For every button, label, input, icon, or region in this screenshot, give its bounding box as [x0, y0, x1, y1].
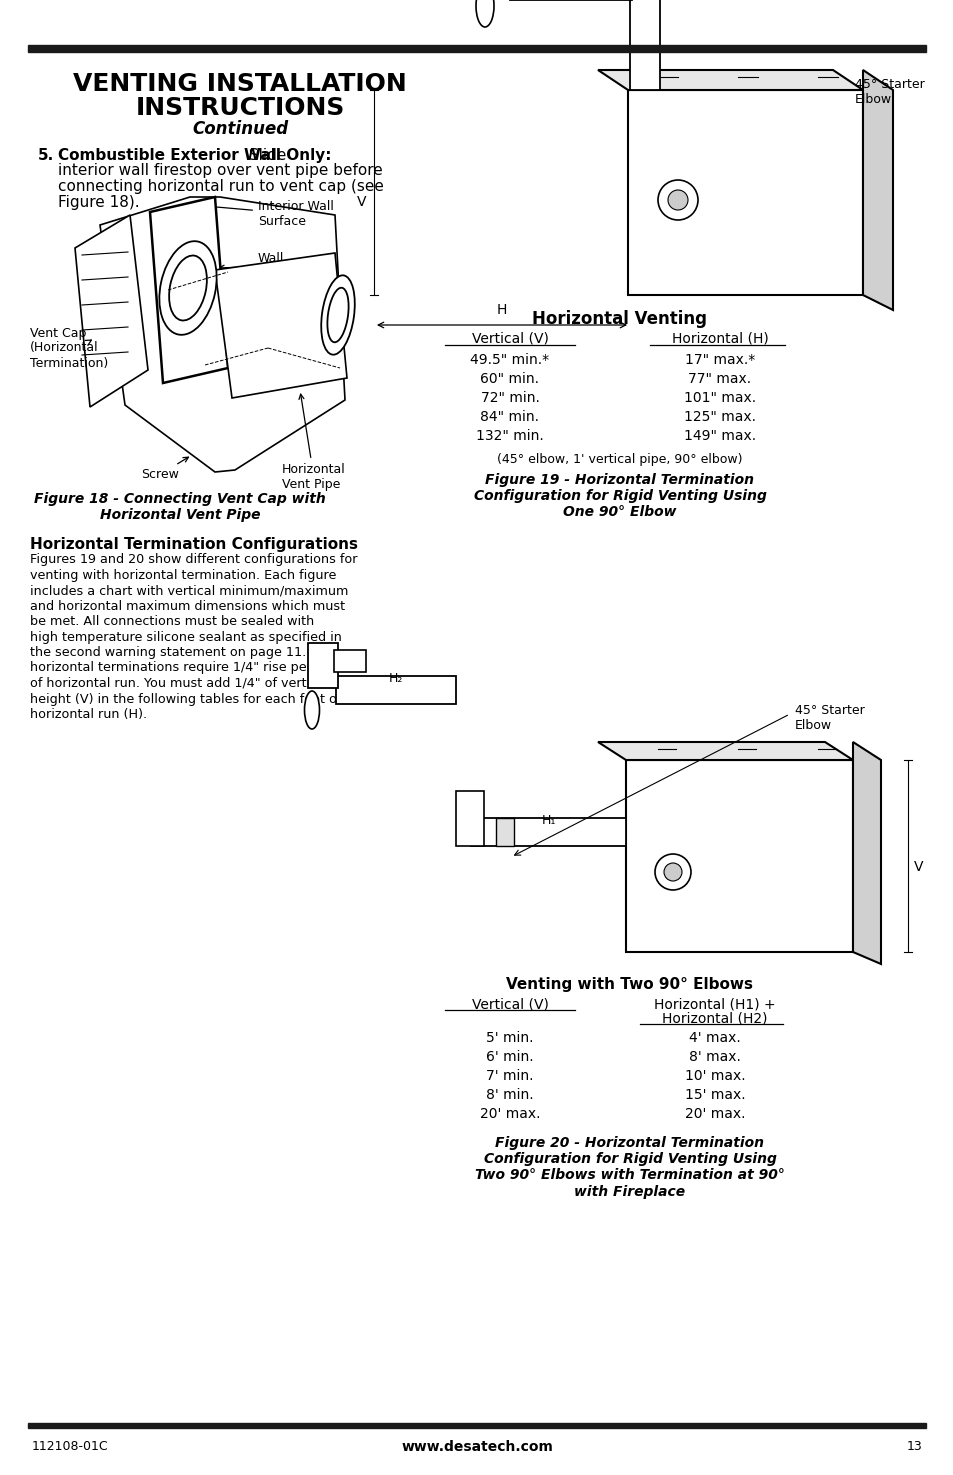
Text: Figure 18).: Figure 18). [58, 195, 139, 209]
Polygon shape [75, 215, 148, 407]
Text: and horizontal maximum dimensions which must: and horizontal maximum dimensions which … [30, 599, 345, 612]
Text: 10' max.: 10' max. [684, 1069, 744, 1083]
Text: high temperature silicone sealant as specified in: high temperature silicone sealant as spe… [30, 630, 341, 643]
Text: Combustible Exterior Wall Only:: Combustible Exterior Wall Only: [58, 148, 331, 164]
Text: 125" max.: 125" max. [683, 410, 755, 423]
Text: 5.: 5. [38, 148, 54, 164]
Circle shape [667, 190, 687, 209]
Ellipse shape [159, 242, 216, 335]
Text: 149" max.: 149" max. [683, 429, 756, 442]
Bar [28, 1423, 925, 1428]
Text: 8' max.: 8' max. [688, 1050, 740, 1063]
Bar [471, 819, 625, 847]
Text: Figure 19 - Horizontal Termination
Configuration for Rigid Venting Using
One 90°: Figure 19 - Horizontal Termination Confi… [473, 473, 765, 519]
Text: Horizontal (H1) +: Horizontal (H1) + [654, 997, 775, 1010]
Text: 84" min.: 84" min. [480, 410, 539, 423]
Ellipse shape [169, 255, 207, 320]
Polygon shape [852, 742, 880, 965]
Text: Vertical (V): Vertical (V) [471, 997, 548, 1010]
Text: 7' min.: 7' min. [486, 1069, 533, 1083]
Text: 6' min.: 6' min. [486, 1050, 534, 1063]
Text: 45° Starter
Elbow: 45° Starter Elbow [794, 704, 863, 732]
Circle shape [658, 180, 698, 220]
Text: Vent Cap
(Horizontal
Termination): Vent Cap (Horizontal Termination) [30, 326, 108, 370]
Text: 5' min.: 5' min. [486, 1031, 533, 1044]
Bar [496, 819, 514, 847]
Polygon shape [862, 69, 892, 310]
Ellipse shape [304, 690, 319, 729]
Circle shape [655, 854, 690, 889]
Text: 15' max.: 15' max. [684, 1089, 744, 1102]
Text: 112108-01C: 112108-01C [32, 1440, 109, 1453]
Text: Continued: Continued [192, 119, 288, 139]
Text: Screw: Screw [141, 457, 189, 481]
Text: includes a chart with vertical minimum/maximum: includes a chart with vertical minimum/m… [30, 584, 348, 597]
Text: V: V [356, 195, 366, 209]
Bar [334, 650, 366, 673]
Text: VENTING INSTALLATION: VENTING INSTALLATION [73, 72, 406, 96]
Text: venting with horizontal termination. Each figure: venting with horizontal termination. Eac… [30, 568, 336, 581]
Text: horizontal run (H).: horizontal run (H). [30, 708, 147, 721]
Polygon shape [627, 90, 862, 295]
Text: be met. All connections must be sealed with: be met. All connections must be sealed w… [30, 615, 314, 628]
Polygon shape [625, 760, 852, 951]
Circle shape [663, 863, 681, 881]
Text: Horizontal
Vent Pipe: Horizontal Vent Pipe [282, 394, 345, 491]
Bar [28, 46, 925, 52]
Polygon shape [598, 742, 852, 760]
Text: H₁: H₁ [541, 814, 556, 827]
Text: Horizontal Termination Configurations: Horizontal Termination Configurations [30, 537, 357, 552]
Ellipse shape [327, 288, 348, 342]
Bar [629, 0, 659, 90]
Polygon shape [100, 198, 345, 472]
Text: 49.5" min.*: 49.5" min.* [470, 353, 549, 367]
Text: Horizontal (H2): Horizontal (H2) [661, 1010, 767, 1025]
Text: height (V) in the following tables for each foot of: height (V) in the following tables for e… [30, 692, 341, 705]
Bar [335, 676, 456, 704]
Polygon shape [214, 254, 347, 398]
Text: Slide: Slide [244, 148, 286, 164]
Text: Venting with Two 90° Elbows: Venting with Two 90° Elbows [506, 976, 753, 993]
Text: 60" min.: 60" min. [480, 372, 539, 386]
Text: Figure 18 - Connecting Vent Cap with
Horizontal Vent Pipe: Figure 18 - Connecting Vent Cap with Hor… [34, 493, 326, 522]
Text: 45° Starter
Elbow: 45° Starter Elbow [854, 78, 923, 106]
Bar [456, 791, 483, 847]
Text: connecting horizontal run to vent cap (see: connecting horizontal run to vent cap (s… [58, 178, 383, 195]
Polygon shape [598, 69, 862, 90]
Text: 17" max.*: 17" max.* [684, 353, 755, 367]
Text: 20' max.: 20' max. [684, 1108, 744, 1121]
Text: the second warning statement on page 11. All: the second warning statement on page 11.… [30, 646, 326, 659]
Text: V: V [913, 860, 923, 875]
Text: 4' max.: 4' max. [688, 1031, 740, 1044]
Text: Horizontal (H): Horizontal (H) [671, 332, 767, 347]
Text: (45° elbow, 1' vertical pipe, 90° elbow): (45° elbow, 1' vertical pipe, 90° elbow) [497, 453, 742, 466]
Text: Horizontal Venting: Horizontal Venting [532, 310, 707, 327]
Text: www.desatech.com: www.desatech.com [400, 1440, 553, 1454]
Text: INSTRUCTIONS: INSTRUCTIONS [135, 96, 344, 119]
Ellipse shape [476, 0, 494, 27]
Text: 132" min.: 132" min. [476, 429, 543, 442]
Text: 8' min.: 8' min. [486, 1089, 534, 1102]
Text: 20' max.: 20' max. [479, 1108, 539, 1121]
Text: 13: 13 [905, 1440, 921, 1453]
Text: H₂: H₂ [389, 673, 403, 684]
Text: Wall
Firestop: Wall Firestop [219, 252, 307, 280]
Text: Interior Wall
Surface: Interior Wall Surface [209, 201, 334, 229]
Text: horizontal terminations require 1/4" rise per 12": horizontal terminations require 1/4" ris… [30, 661, 337, 674]
Text: Figure 20 - Horizontal Termination
Configuration for Rigid Venting Using
Two 90°: Figure 20 - Horizontal Termination Confi… [475, 1136, 784, 1199]
Text: H: H [497, 302, 507, 317]
Text: Vertical (V): Vertical (V) [471, 332, 548, 347]
Text: 72" min.: 72" min. [480, 391, 538, 406]
Text: of horizontal run. You must add 1/4" of vertical: of horizontal run. You must add 1/4" of … [30, 677, 329, 690]
Text: interior wall firestop over vent pipe before: interior wall firestop over vent pipe be… [58, 164, 382, 178]
Text: Figures 19 and 20 show different configurations for: Figures 19 and 20 show different configu… [30, 553, 357, 566]
Bar [308, 643, 337, 687]
Ellipse shape [321, 276, 355, 354]
Polygon shape [150, 198, 228, 384]
Text: 77" max.: 77" max. [688, 372, 751, 386]
Text: 101" max.: 101" max. [683, 391, 756, 406]
